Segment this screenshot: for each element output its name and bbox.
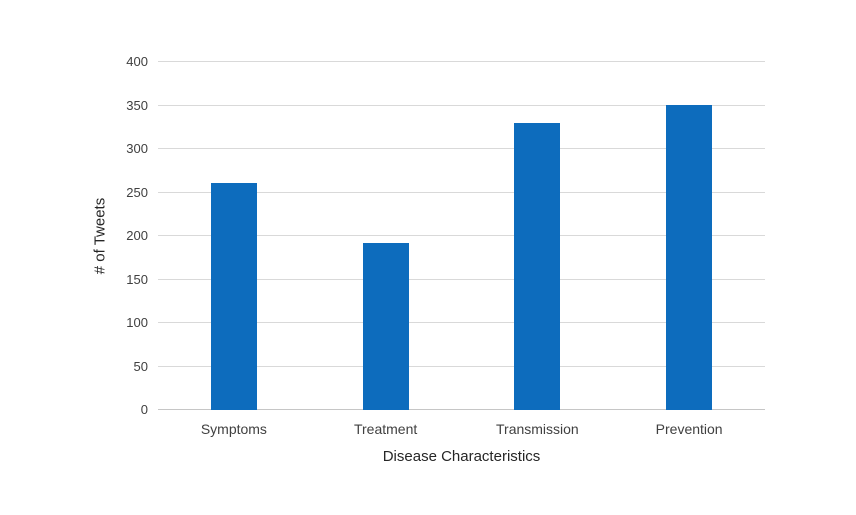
y-tick-label: 400 bbox=[126, 54, 148, 69]
y-tick-label: 200 bbox=[126, 228, 148, 243]
bar-prevention bbox=[666, 104, 713, 410]
bar-transmission bbox=[514, 122, 561, 410]
y-tick-label: 50 bbox=[133, 358, 148, 374]
y-tick-label: 350 bbox=[126, 97, 148, 113]
x-axis-line bbox=[158, 409, 765, 410]
y-tick-label: 300 bbox=[126, 141, 148, 156]
bar-treatment bbox=[362, 242, 409, 410]
gridline bbox=[158, 148, 765, 149]
gridline bbox=[158, 278, 765, 280]
y-tick-label: 150 bbox=[126, 271, 148, 287]
x-tick-label: Transmission bbox=[496, 421, 579, 437]
gridline bbox=[158, 365, 765, 367]
gridline bbox=[158, 322, 765, 323]
bar-symptoms bbox=[210, 182, 257, 410]
x-tick-label: Symptoms bbox=[200, 421, 267, 437]
gridline bbox=[158, 61, 765, 62]
plot-area bbox=[158, 61, 765, 410]
x-tick-label: Treatment bbox=[353, 421, 418, 437]
gridline bbox=[158, 104, 765, 106]
x-tick-label: Prevention bbox=[655, 421, 723, 437]
gridline bbox=[158, 235, 765, 236]
y-tick-label: 0 bbox=[140, 402, 148, 417]
y-tick-label: 250 bbox=[126, 184, 148, 200]
x-axis-title: Disease Characteristics bbox=[382, 448, 541, 465]
gridline bbox=[158, 191, 765, 193]
y-tick-label: 100 bbox=[126, 315, 148, 330]
